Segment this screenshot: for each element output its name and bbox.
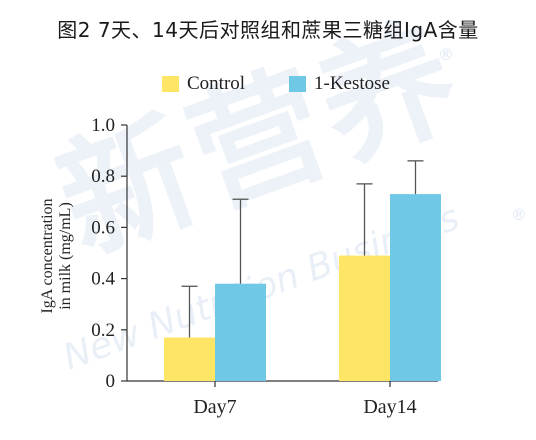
x-tick-label: Day7 <box>193 396 236 418</box>
y-tick-label: 0.4 <box>91 269 115 290</box>
y-tick-label: 0.8 <box>91 166 115 187</box>
legend-label-kestose: 1-Kestose <box>314 73 390 94</box>
y-tick-label: 0.2 <box>91 320 115 341</box>
legend-swatch-control <box>162 76 179 92</box>
y-tick-label: 0 <box>106 371 116 392</box>
y-axis-title-line: IgA concentration <box>39 198 56 313</box>
legend-label-control: Control <box>187 73 246 94</box>
legend-swatch-kestose <box>289 76 306 92</box>
bar-kestose-day7 <box>215 283 266 381</box>
figure-title: 图2 7天、14天后对照组和蔗果三糖组IgA含量 <box>57 18 479 42</box>
y-axis-title: IgA concentrationin milk (mg/mL) <box>39 198 74 313</box>
y-tick-label: 0.6 <box>91 217 115 238</box>
x-tick-label: Day14 <box>363 396 416 418</box>
bar-control-day14 <box>339 255 390 381</box>
y-axis-title-line: in milk (mg/mL) <box>57 202 74 310</box>
bar-control-day7 <box>164 337 215 381</box>
y-tick-label: 1.0 <box>91 115 115 136</box>
bar-kestose-day14 <box>390 194 441 381</box>
